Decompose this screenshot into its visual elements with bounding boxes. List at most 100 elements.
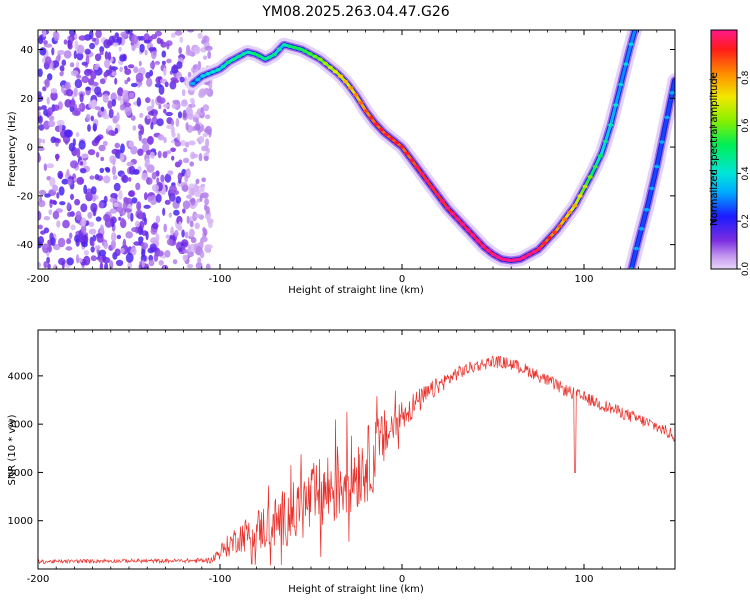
heatmap-speckle [165,111,173,117]
heatmap-speckle [105,167,111,173]
spectrogram-y-label: Frequency (Hz) [7,111,18,187]
heatmap-speckle [185,106,191,115]
heatmap-speckle [44,78,50,88]
heatmap-speckle [88,221,95,227]
main-trace-point [271,52,277,57]
heatmap-speckle [171,32,176,38]
heatmap-speckle [146,114,151,120]
heatmap-speckle [161,60,166,65]
heatmap-speckle [155,215,161,224]
heatmap-speckle [87,211,93,219]
heatmap-speckle [74,78,83,89]
heatmap-speckle [187,251,194,258]
heatmap-speckle [100,156,104,162]
heatmap-speckle [167,170,174,176]
heatmap-speckle [137,148,144,156]
heatmap-speckle [152,184,159,192]
second-trace-point [644,207,650,212]
heatmap-speckle [144,157,150,167]
main-trace-point [358,101,364,105]
heatmap-speckle [89,175,95,180]
x-tick-label: -100 [209,274,232,285]
colorbar-tick-label: 0.0 [741,262,750,277]
main-trace-edge [190,30,638,263]
heatmap-speckle [61,178,69,185]
heatmap-speckle [123,196,128,203]
x-tick-label: 0 [399,274,405,285]
second-trace-point [649,186,655,191]
heatmap-speckle [63,50,72,59]
heatmap-speckle [155,76,162,84]
heatmap-speckle [91,240,95,247]
heatmap-speckle [127,77,131,82]
heatmap-speckle [80,153,89,159]
heatmap-speckle [58,124,63,133]
heatmap-speckle [39,47,47,56]
heatmap-speckle [202,104,210,112]
heatmap-speckle [100,106,105,112]
heatmap-speckle [203,155,209,161]
heatmap-speckle [110,208,115,214]
heatmap-speckle [136,97,142,107]
snr-panel: -200 -100 0 100 1000 2000 3000 4000 Height of … [7,329,676,595]
heatmap-speckle [187,244,192,253]
heatmap-speckle [171,155,175,161]
heatmap-speckle [165,234,170,239]
heatmap-speckle [183,147,188,153]
second-trace-point [659,140,665,144]
heatmap-speckle [70,160,78,169]
heatmap-speckle [69,232,73,239]
heatmap-speckle [70,193,74,200]
heatmap-speckle [139,112,144,118]
heatmap-speckle [149,243,157,252]
heatmap-speckle [116,36,123,43]
main-trace-point [393,140,400,145]
main-trace-point [281,43,287,47]
main-trace-point [592,165,598,169]
heatmap-speckle [171,103,177,109]
heatmap-speckle [90,255,97,262]
heatmap-speckle [125,252,134,263]
y-tick-label: 20 [20,94,33,105]
heatmap-speckle [171,132,176,138]
main-trace-point [286,44,293,48]
heatmap-speckle [66,89,73,97]
main-trace-halo [185,30,642,268]
main-trace-point [256,54,262,58]
heatmap-speckle [74,234,80,243]
main-trace-point [200,74,206,78]
heatmap-speckle [52,210,60,220]
heatmap-speckle [95,30,102,39]
heatmap-speckle [176,61,183,69]
heatmap-speckle [120,217,125,225]
heatmap-speckle [56,138,61,144]
heatmap-speckle [52,104,60,111]
heatmap-speckle [56,192,60,199]
heatmap-speckle [120,247,125,254]
heatmap-speckle [94,245,101,250]
heatmap-speckle [38,115,43,124]
colorbar: 0.0 0.2 0.4 0.6 0.8 Normalized spectral ampl… [709,29,750,277]
heatmap-speckle [194,123,201,131]
heatmap-speckle [70,224,76,231]
main-trace-point [409,158,415,162]
main-trace-point [582,184,588,189]
heatmap-speckle [135,182,141,191]
heatmap-speckle [109,197,117,203]
heatmap-speckle [39,195,43,203]
heatmap-speckle [68,142,75,152]
heatmap-speckle [125,231,133,239]
heatmap-speckle [67,178,73,186]
heatmap-speckle [166,58,172,64]
main-trace-point [225,60,231,65]
heatmap-speckle [49,199,57,204]
x-tick-label: -200 [27,574,50,585]
heatmap-speckle [174,229,179,238]
heatmap-speckle [91,37,97,42]
heatmap-speckle [38,189,47,196]
heatmap-speckle [140,254,147,262]
heatmap-speckle [75,132,80,138]
heatmap-speckle [98,201,105,209]
snr-x-label: Height of straight line (km) [288,584,424,595]
